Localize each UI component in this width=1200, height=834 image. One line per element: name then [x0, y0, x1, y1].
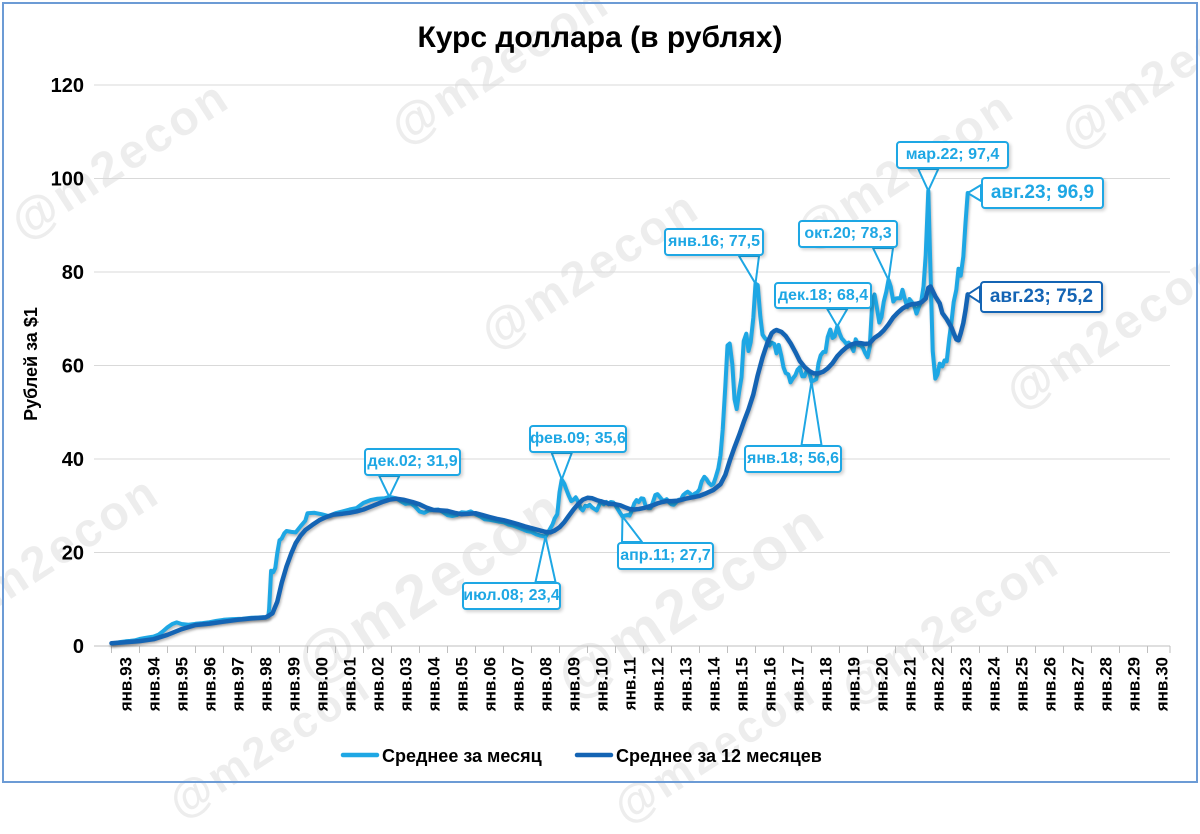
- x-tick-label: янв.15: [733, 657, 752, 712]
- legend-label-monthly: Среднее за месяц: [382, 746, 542, 766]
- x-tick-label: янв.95: [173, 657, 192, 712]
- x-tick-label: янв.98: [257, 657, 276, 712]
- y-tick-label: 60: [62, 356, 84, 378]
- chart-title: Курс доллара (в рублях): [417, 21, 782, 54]
- x-tick-label: янв.01: [341, 657, 360, 712]
- x-tick-label: янв.18: [817, 657, 836, 712]
- y-tick-label: 0: [73, 636, 84, 658]
- x-tick-label: янв.12: [649, 657, 668, 712]
- x-tick-label: янв.94: [145, 656, 164, 712]
- y-tick-label: 40: [62, 449, 84, 471]
- legend: Среднее за месяц Среднее за 12 месяцев: [340, 746, 822, 766]
- x-tick-label: янв.19: [845, 657, 864, 712]
- x-tick-label: янв.07: [509, 657, 528, 712]
- gridlines: [94, 84, 1170, 647]
- x-tick-label: янв.30: [1153, 657, 1172, 712]
- x-tick-label: янв.25: [1013, 657, 1032, 712]
- x-tick-label: янв.06: [481, 657, 500, 712]
- x-tick-label: янв.02: [369, 657, 388, 712]
- x-tick-label: янв.23: [957, 657, 976, 712]
- legend-label-12m: Среднее за 12 месяцев: [616, 746, 822, 766]
- x-tick-label: янв.10: [593, 657, 612, 712]
- annotation-layer: дек.02; 31,9 июл.08; 23,4 фев.09; 35,6 апр.…: [364, 141, 1104, 610]
- axes: [111, 646, 1171, 653]
- x-tick-label: янв.17: [789, 657, 808, 712]
- y-tick-label: 20: [62, 543, 84, 565]
- x-tick-label: янв.03: [397, 657, 416, 712]
- chart-canvas: янв.93 янв.94 янв.95 янв.96 янв.97 янв.98 янв.…: [21, 21, 1172, 766]
- annotation-callout: июл.08; 23,4: [462, 582, 561, 610]
- x-tick-label: янв.26: [1041, 657, 1060, 712]
- callout-tails: [378, 168, 982, 583]
- x-tick-label: янв.14: [705, 656, 724, 712]
- x-tick-label: янв.99: [285, 657, 304, 712]
- callout-tail: [550, 452, 573, 481]
- annotation-callout: дек.18; 68,4: [774, 282, 872, 309]
- x-tick-label: янв.20: [873, 657, 892, 712]
- x-tick-label: янв.96: [201, 657, 220, 712]
- callout-tail: [738, 255, 760, 285]
- x-tick-label: янв.08: [537, 657, 556, 712]
- series-lines: [109, 188, 970, 646]
- series-line-12m: [109, 284, 970, 646]
- annotation-callout: апр.11; 27,7: [617, 542, 714, 570]
- y-axis-title: Рублей за $1: [21, 307, 41, 421]
- callout-tail: [872, 247, 894, 281]
- x-tick-label: янв.28: [1097, 657, 1116, 712]
- x-tick-label: янв.00: [313, 657, 332, 712]
- x-tick-label: янв.93: [117, 657, 136, 712]
- annotation-callout: фев.09; 35,6: [529, 425, 627, 453]
- x-tick-label: янв.11: [621, 657, 640, 711]
- y-tick-label: 100: [51, 169, 84, 191]
- annotation-callout: мар.22; 97,4: [896, 141, 1009, 169]
- annotation-callout: окт.20; 78,3: [798, 220, 898, 248]
- y-tick-label: 80: [62, 262, 84, 284]
- x-tick-label: янв.05: [453, 657, 472, 712]
- annotation-callout: авг.23; 75,2: [980, 281, 1103, 313]
- annotation-callout: дек.02; 31,9: [364, 448, 461, 476]
- x-tick-label: янв.09: [565, 657, 584, 712]
- callout-tail: [917, 168, 940, 192]
- x-tick-label: янв.04: [425, 656, 444, 712]
- annotation-callout: янв.18; 56,6: [744, 445, 842, 473]
- annotation-callout: авг.23; 96,9: [981, 177, 1104, 209]
- callout-tail: [826, 308, 849, 328]
- x-axis-labels: янв.93 янв.94 янв.95 янв.96 янв.97 янв.98 янв.…: [117, 656, 1172, 712]
- y-axis-labels: 0 20 40 60 80 100 120: [51, 75, 84, 658]
- y-tick-label: 120: [51, 75, 84, 97]
- x-tick-label: янв.24: [985, 656, 1004, 712]
- x-tick-label: янв.16: [761, 657, 780, 712]
- callout-tail: [378, 475, 401, 498]
- x-tick-label: янв.13: [677, 657, 696, 712]
- annotation-callout: янв.16; 77,5: [664, 228, 764, 256]
- x-tick-label: янв.22: [929, 657, 948, 712]
- x-tick-label: янв.29: [1125, 657, 1144, 712]
- x-tick-label: янв.27: [1069, 657, 1088, 712]
- x-tick-label: янв.97: [229, 657, 248, 712]
- x-tick-label: янв.21: [901, 657, 920, 712]
